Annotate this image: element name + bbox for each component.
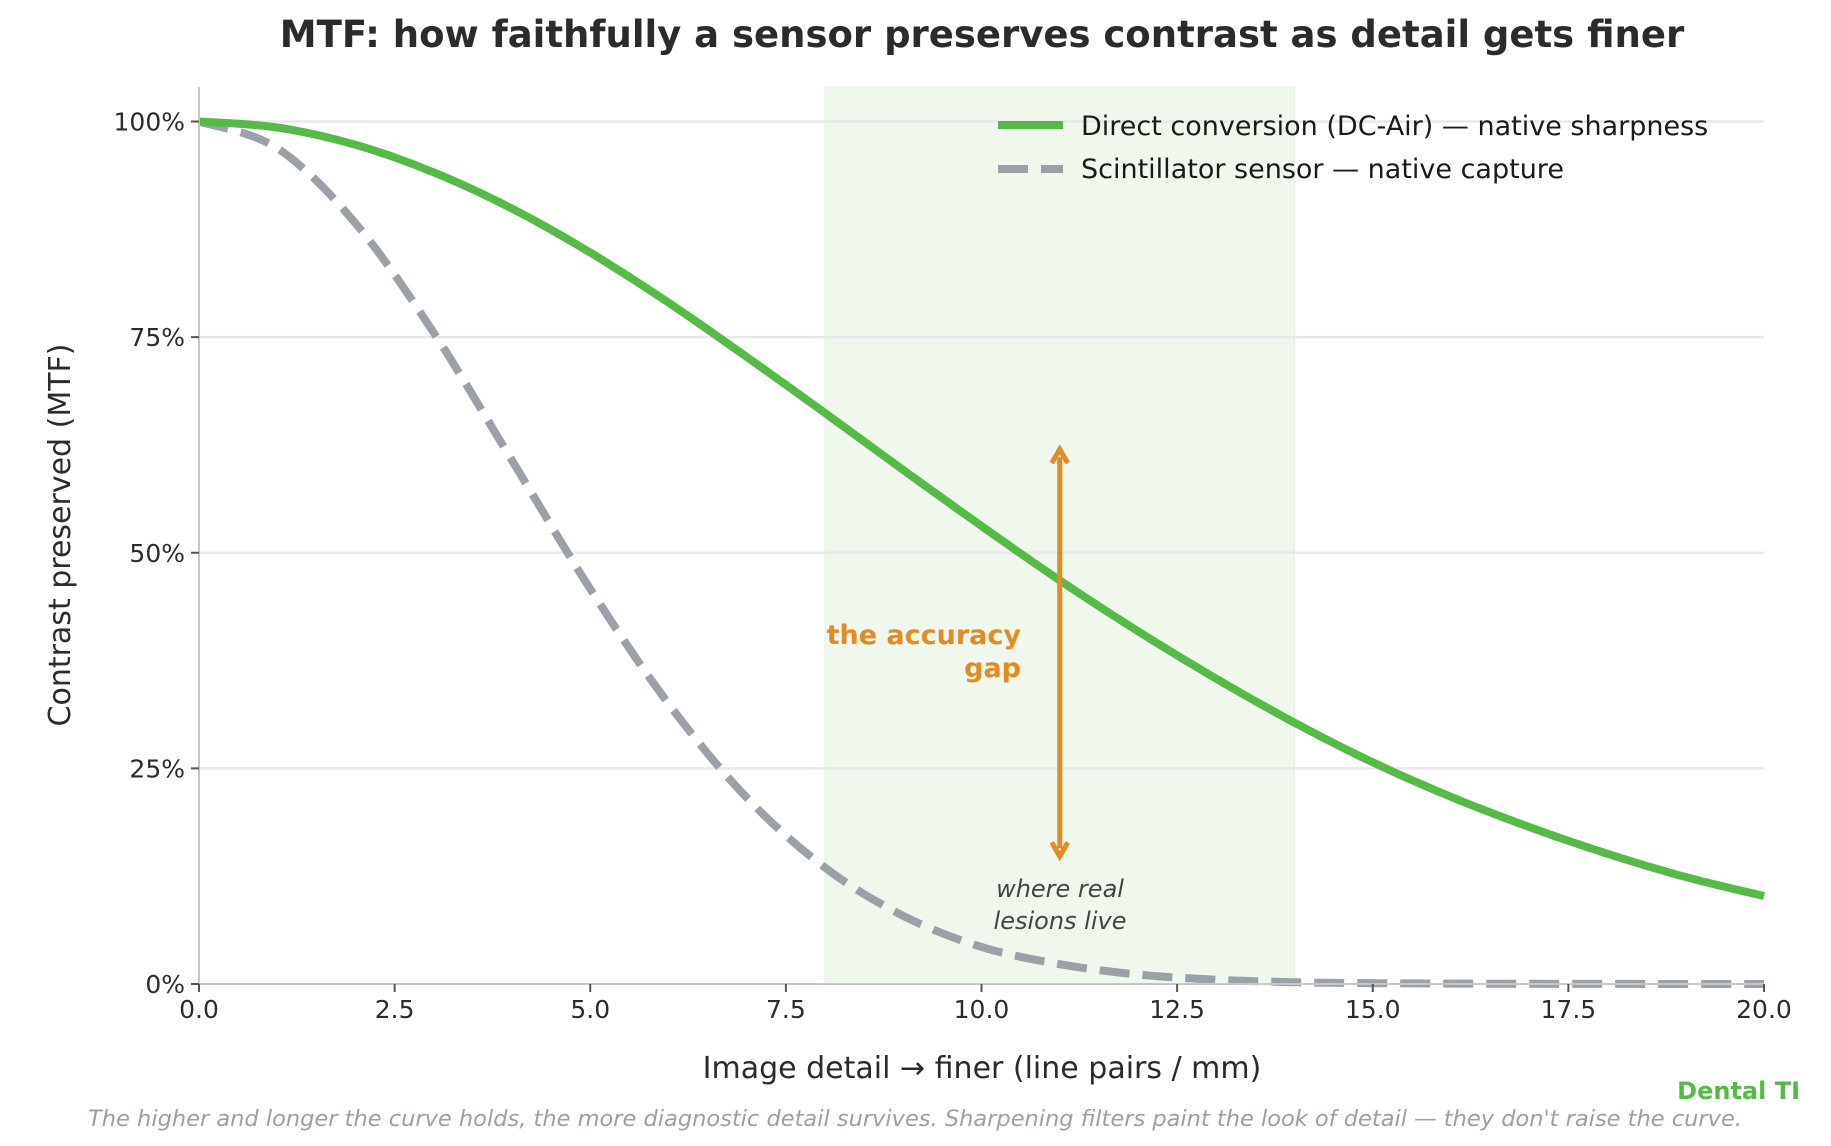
chart-title: MTF: how faithfully a sensor preserves c… <box>280 13 1685 56</box>
footnote: The higher and longer the curve holds, t… <box>88 1106 1742 1132</box>
legend-label-direct-conversion: Direct conversion (DC-Air) — native shar… <box>1081 111 1708 142</box>
x-tick-label: 20.0 <box>1736 995 1792 1024</box>
x-tick-label: 5.0 <box>570 995 610 1024</box>
y-tick-label: 50% <box>129 539 185 568</box>
y-tick-label: 0% <box>145 970 185 999</box>
band-label-line1: where real <box>996 875 1124 903</box>
x-tick-label: 15.0 <box>1345 995 1401 1024</box>
gridlines <box>199 120 1764 770</box>
y-tick-label: 75% <box>129 323 185 352</box>
legend-label-scintillator: Scintillator sensor — native capture <box>1081 154 1564 185</box>
tick-labels: 0.0 2.5 5.0 7.5 10.0 12.5 15.0 17.5 20.0 0% 25% 50%… <box>114 108 1792 1025</box>
y-axis-label: Contrast preserved (MTF) <box>43 344 78 727</box>
x-tick-label: 2.5 <box>375 995 415 1024</box>
x-tick-label: 7.5 <box>766 995 806 1024</box>
x-tick-label: 17.5 <box>1541 995 1597 1024</box>
x-axis-label: Image detail → finer (line pairs / mm) <box>703 1051 1262 1086</box>
x-tick-label: 12.5 <box>1149 995 1205 1024</box>
band-label-line2: lesions live <box>994 907 1127 935</box>
gap-annotation-layer <box>1049 444 1070 862</box>
legend: Direct conversion (DC-Air) — native shar… <box>998 111 1708 185</box>
y-tick-label: 25% <box>129 754 185 783</box>
gap-arrow-head-bottom <box>1049 841 1070 862</box>
gap-arrow-head-top <box>1049 444 1070 465</box>
y-tick-label: 100% <box>114 108 185 137</box>
x-tick-label: 0.0 <box>179 995 219 1024</box>
gap-label-line2: gap <box>964 653 1021 684</box>
brand-label: Dental TI <box>1677 1077 1800 1105</box>
series-line-direct-conversion <box>198 117 1765 900</box>
x-tick-label: 10.0 <box>954 995 1010 1024</box>
gap-label-line1: the accuracy <box>827 620 1022 651</box>
